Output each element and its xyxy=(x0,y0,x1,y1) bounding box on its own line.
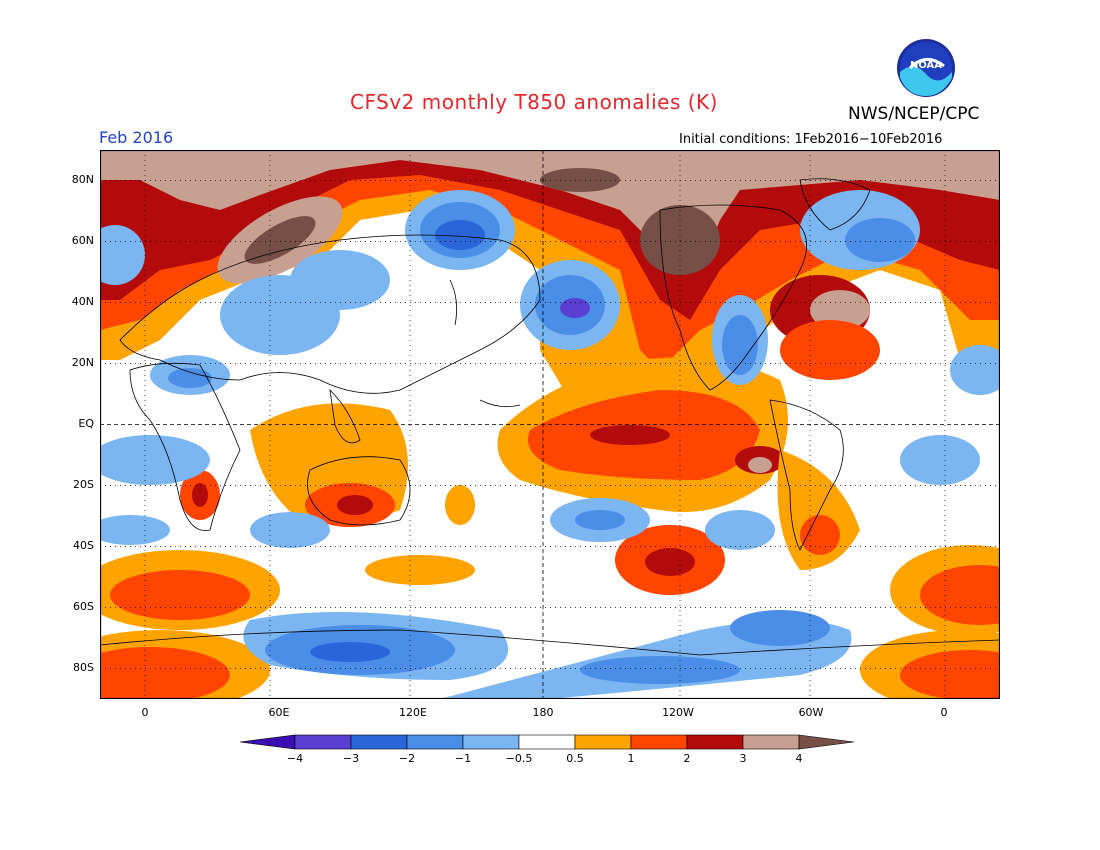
month-label: Feb 2016 xyxy=(99,128,174,147)
lon-label-180: 180 xyxy=(532,706,554,719)
lat-label-60n: 60N xyxy=(71,234,94,247)
lon-label-120e: 120E xyxy=(399,706,427,719)
equator-dateline xyxy=(100,150,1000,699)
colorbar-segment xyxy=(350,734,408,750)
colorbar-label: −1 xyxy=(454,752,472,765)
lon-label-60e: 60E xyxy=(268,706,290,719)
lat-label-80n: 80N xyxy=(71,173,94,186)
colorbar-segment xyxy=(462,734,520,750)
logo-text: NOAA xyxy=(910,60,942,71)
lat-label-20n: 20N xyxy=(71,356,94,369)
colorbar-segment xyxy=(406,734,464,750)
lon-label-60w: 60W xyxy=(798,706,824,719)
colorbar-label: 3 xyxy=(739,752,747,765)
anomaly-map xyxy=(100,150,1000,699)
agency-label: NWS/NCEP/CPC xyxy=(848,104,980,124)
colorbar-segment xyxy=(294,734,352,750)
colorbar xyxy=(240,734,855,750)
lat-label-80s: 80S xyxy=(73,661,94,674)
coastlines xyxy=(100,178,1000,656)
colorbar-segment xyxy=(686,734,744,750)
grid-lines xyxy=(100,150,1000,699)
colorbar-label: −2 xyxy=(398,752,416,765)
lat-label-eq: EQ xyxy=(78,417,94,430)
colorbar-label: 2 xyxy=(683,752,691,765)
colorbar-segment xyxy=(742,734,800,750)
lat-label-60s: 60S xyxy=(73,600,94,613)
colorbar-label: −3 xyxy=(342,752,360,765)
noaa-logo-icon: NOAA xyxy=(897,39,955,97)
colorbar-arrow-low xyxy=(240,734,296,750)
lat-label-40s: 40S xyxy=(73,539,94,552)
chart-title: CFSv2 monthly T850 anomalies (K) xyxy=(350,90,718,114)
lon-label-0-left: 0 xyxy=(141,706,149,719)
colorbar-label: 4 xyxy=(795,752,803,765)
colorbar-label: 0.5 xyxy=(566,752,584,765)
lon-label-120w: 120W xyxy=(662,706,694,719)
lat-label-20s: 20S xyxy=(73,478,94,491)
colorbar-segment xyxy=(630,734,688,750)
initial-conditions-label: Initial conditions: 1Feb2016−10Feb2016 xyxy=(679,132,943,147)
colorbar-segment xyxy=(518,734,576,750)
lon-label-0-right: 0 xyxy=(940,706,948,719)
colorbar-arrow-high xyxy=(798,734,855,750)
colorbar-label: −0.5 xyxy=(505,752,533,765)
colorbar-label: −4 xyxy=(286,752,304,765)
cold-anomaly-regions xyxy=(100,190,1000,699)
colorbar-label: 1 xyxy=(627,752,635,765)
colorbar-segment xyxy=(574,734,632,750)
lat-label-40n: 40N xyxy=(71,295,94,308)
